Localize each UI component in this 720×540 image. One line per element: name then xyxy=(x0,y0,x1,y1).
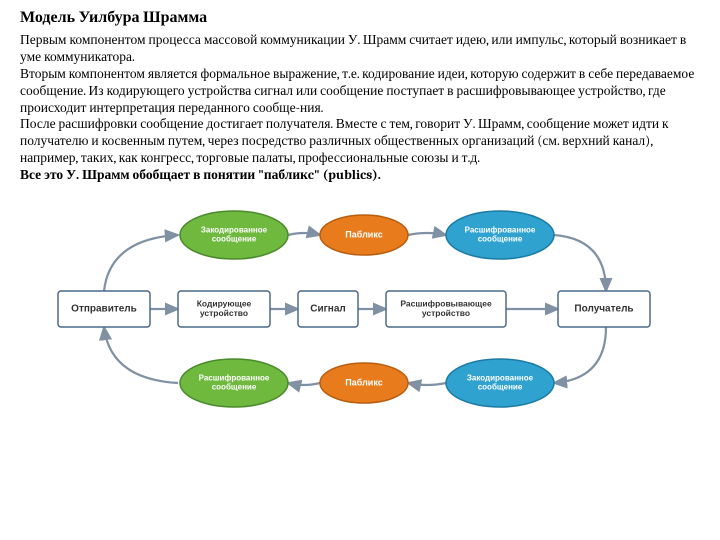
node-encoded-bottom: Закодированноесообщение xyxy=(446,359,554,407)
svg-text:Пабликс: Пабликс xyxy=(345,377,382,387)
svg-text:сообщение: сообщение xyxy=(478,383,523,392)
arrow-top-in xyxy=(554,235,606,291)
node-encoded-top: Закодированноесообщение xyxy=(180,211,288,259)
svg-text:Закодированное: Закодированное xyxy=(201,225,268,234)
svg-text:Расшифрованное: Расшифрованное xyxy=(465,225,536,234)
body-text: Первым компонентом процесса массовой ком… xyxy=(20,33,700,185)
node-publics-top: Пабликс xyxy=(320,215,408,255)
node-receiver: Получатель xyxy=(558,291,650,327)
svg-text:Отправитель: Отправитель xyxy=(71,304,137,315)
node-decoder: Расшифровывающееустройство xyxy=(386,291,506,327)
node-decoded-bottom: Расшифрованноесообщение xyxy=(180,359,288,407)
node-sender: Отправитель xyxy=(58,291,150,327)
arrow-top-out xyxy=(104,235,178,291)
schramm-diagram: ОтправительКодирующееустройствоСигналРас… xyxy=(20,199,700,419)
arrow-bot-1 xyxy=(408,383,446,385)
node-publics-bottom: Пабликс xyxy=(320,363,408,403)
svg-text:устройство: устройство xyxy=(422,308,470,318)
svg-text:Сигнал: Сигнал xyxy=(310,304,346,315)
diagram-svg: ОтправительКодирующееустройствоСигналРас… xyxy=(50,199,670,419)
svg-text:Пабликс: Пабликс xyxy=(345,229,382,239)
node-decoded-top: Расшифрованноесообщение xyxy=(446,211,554,259)
arrow-top-2 xyxy=(408,233,446,235)
svg-text:сообщение: сообщение xyxy=(212,235,257,244)
svg-text:сообщение: сообщение xyxy=(478,235,523,244)
svg-text:Расшифровывающее: Расшифровывающее xyxy=(400,298,492,308)
svg-text:устройство: устройство xyxy=(200,308,248,318)
paragraph-3: После расшифровки сообщение достигает по… xyxy=(20,117,669,166)
node-encoder: Кодирующееустройство xyxy=(178,291,270,327)
svg-text:сообщение: сообщение xyxy=(212,383,257,392)
arrow-bot-in xyxy=(104,327,178,383)
svg-text:Закодированное: Закодированное xyxy=(467,373,534,382)
paragraph-4-bold: Все это У. Шрамм обобщает в понятии "паб… xyxy=(20,168,381,183)
page-title: Модель Уилбура Шрамма xyxy=(20,8,700,27)
arrow-top-1 xyxy=(288,233,320,235)
svg-text:Получатель: Получатель xyxy=(574,304,633,315)
node-signal: Сигнал xyxy=(298,291,358,327)
svg-text:Кодирующее: Кодирующее xyxy=(197,298,252,308)
arrow-bot-2 xyxy=(288,383,320,385)
paragraph-2: Вторым компонентом является формальное в… xyxy=(20,67,694,116)
svg-text:Расшифрованное: Расшифрованное xyxy=(199,373,270,382)
paragraph-1: Первым компонентом процесса массовой ком… xyxy=(20,33,686,65)
arrow-bot-out xyxy=(554,327,606,383)
